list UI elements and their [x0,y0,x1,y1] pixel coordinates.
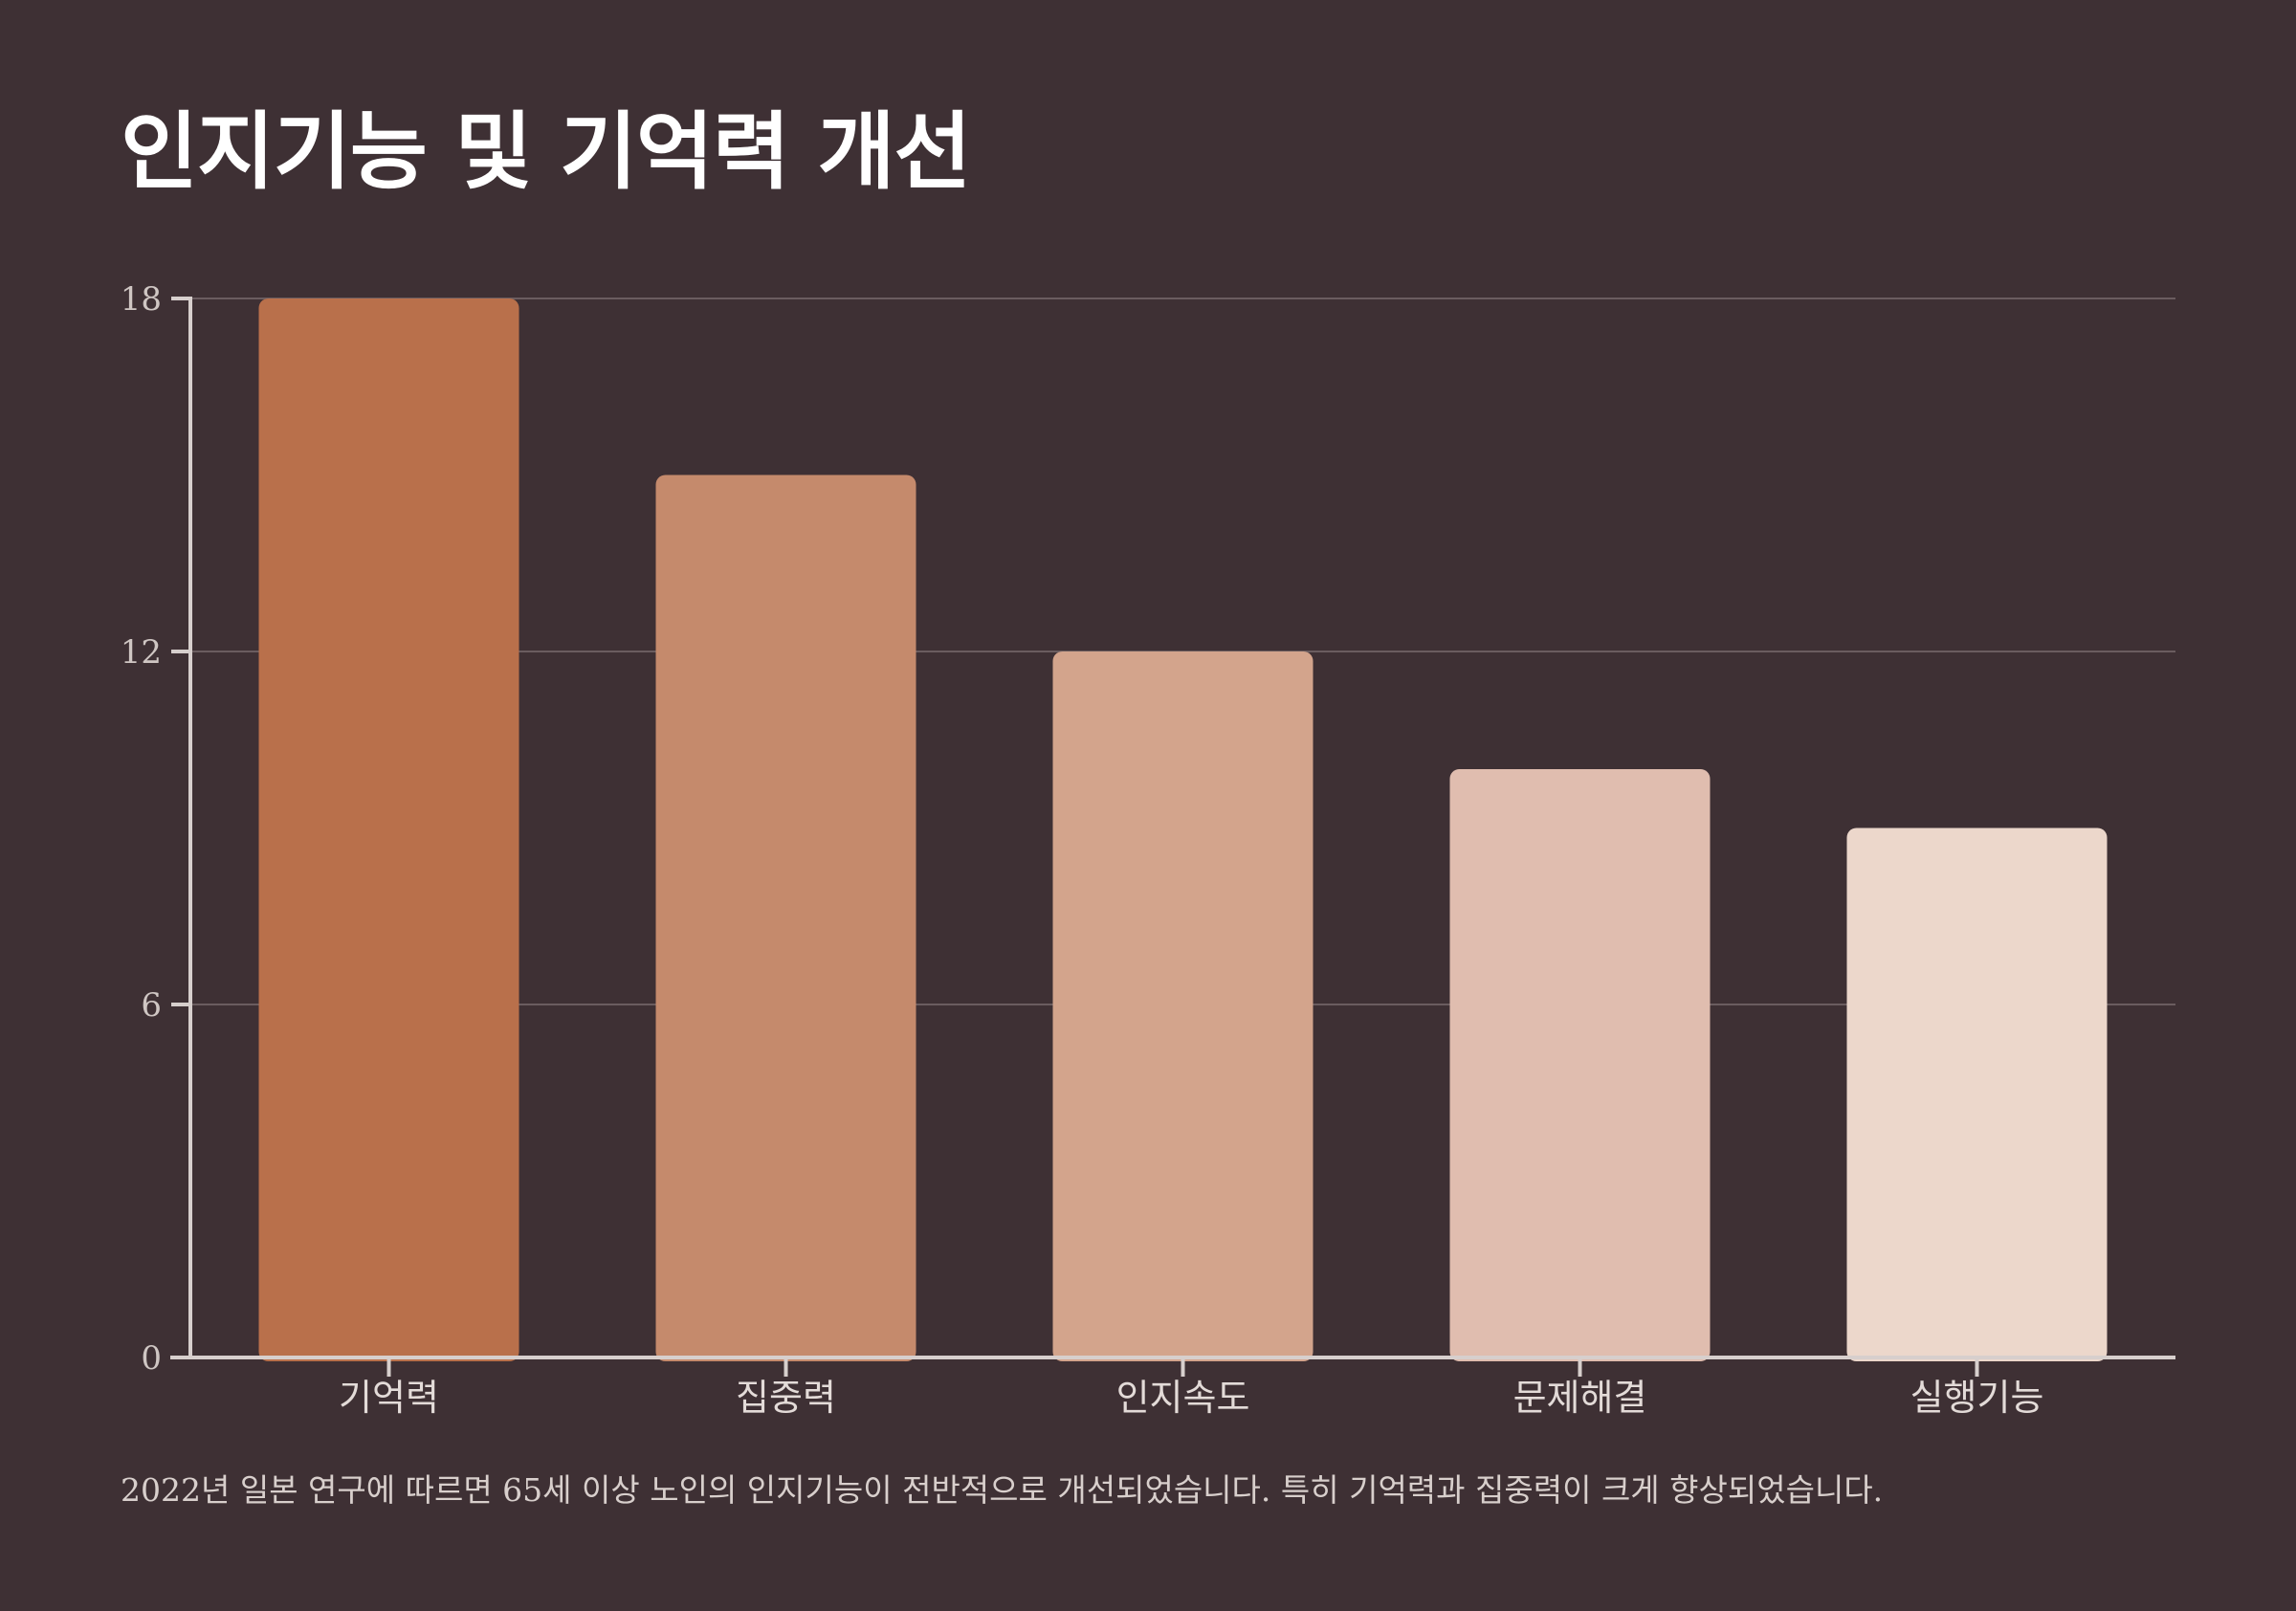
bar-3 [1052,651,1314,1361]
x-tick-label: 기억력 [339,1377,439,1419]
x-axis-ticks: 기억력 집중력 인지속도 문제해결 실행기능 [339,1357,2043,1419]
axes [170,297,2175,1359]
chart-title: 인지기능 및 기억력 개선 [121,102,972,201]
bar-2 [655,474,916,1361]
y-tick-label: 6 [141,986,162,1025]
bar-4 [1449,769,1711,1361]
bar-1 [258,298,519,1361]
chart-footnote: 2022년 일본 연구에 따르면 65세 이상 노인의 인지기능이 전반적으로 … [121,1471,1884,1509]
y-tick-label: 0 [141,1339,162,1378]
y-tick-label: 12 [121,633,162,672]
x-tick-label: 인지속도 [1116,1377,1250,1419]
y-tick-label: 18 [121,280,162,319]
x-tick-label: 문제해결 [1513,1377,1647,1419]
y-axis-ticks: 0 6 12 18 [121,280,190,1378]
x-tick-label: 집중력 [736,1377,836,1419]
x-tick-label: 실행기능 [1910,1377,2044,1419]
bar-5 [1846,828,2108,1361]
bars [258,298,2108,1361]
